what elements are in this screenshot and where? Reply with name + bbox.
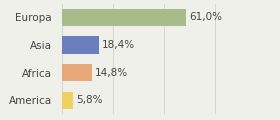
Bar (62, 92, 73, 109)
Text: 14,8%: 14,8% (95, 68, 128, 78)
Bar (62, 36, 99, 54)
Text: 61,0%: 61,0% (189, 12, 222, 22)
Bar (62, 9, 186, 26)
Bar (62, 64, 92, 81)
Text: 5,8%: 5,8% (76, 95, 103, 105)
Text: 18,4%: 18,4% (102, 40, 136, 50)
